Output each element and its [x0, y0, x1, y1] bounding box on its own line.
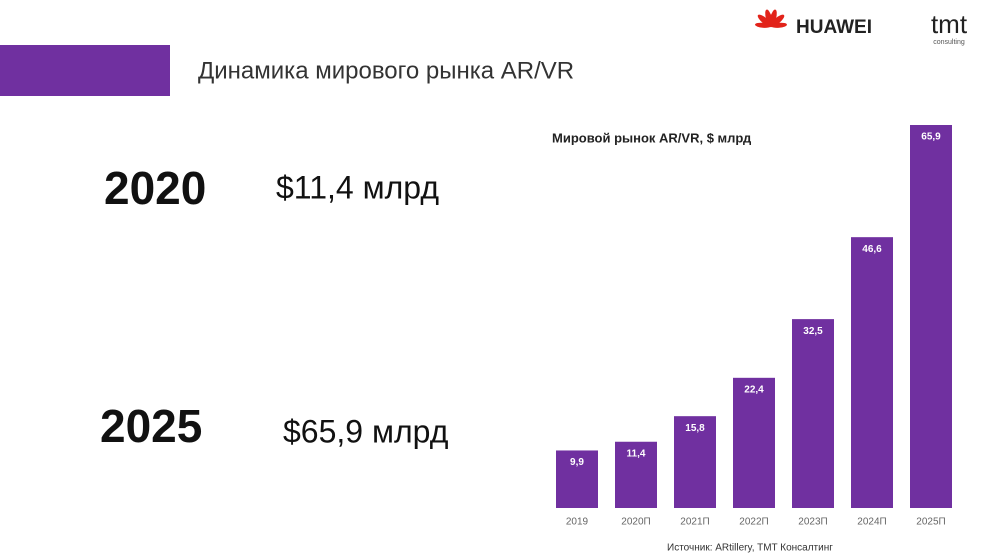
x-tick-label: 2025П	[916, 517, 945, 528]
x-tick-label: 2021П	[680, 517, 709, 528]
value-label: 15,8	[685, 423, 705, 434]
bars: 9,9 2019 11,4 2020П 15,8 2021П 22,4 2022П 32,5 20…	[556, 125, 952, 528]
slide-title: Динамика мирового рынка AR/VR	[198, 57, 574, 84]
x-tick-label: 2024П	[857, 517, 886, 528]
chart-title: Мировой рынок AR/VR, $ млрд	[552, 130, 752, 145]
logo-tmt: tmt	[931, 9, 968, 39]
x-tick-label: 2020П	[621, 517, 650, 528]
bar	[733, 377, 775, 508]
x-tick-label: 2019	[566, 517, 589, 528]
highlight-amount: $65,9 млрд	[283, 413, 449, 449]
highlight-year: 2025	[100, 400, 202, 452]
bar	[556, 450, 598, 508]
value-label: 32,5	[803, 326, 823, 337]
bar	[615, 441, 657, 508]
logo-huawei: HUAWEI	[796, 17, 872, 38]
bar	[910, 125, 952, 508]
value-label: 46,6	[862, 244, 882, 255]
highlight-year: 2020	[104, 162, 206, 214]
source: Источник: ARtillery, TMT Консалтинг	[667, 543, 833, 554]
bar	[792, 319, 834, 508]
x-tick-label: 2023П	[798, 517, 827, 528]
value-label: 9,9	[570, 457, 584, 468]
value-label: 22,4	[744, 384, 764, 395]
bar	[674, 416, 716, 508]
logo-tmt-sub: consulting	[933, 39, 965, 46]
bar	[851, 237, 893, 508]
huawei-icon	[755, 9, 787, 28]
title-band	[0, 45, 170, 96]
value-label: 65,9	[921, 132, 941, 143]
value-label: 11,4	[627, 448, 646, 459]
highlight-amount: $11,4 млрд	[276, 169, 439, 205]
x-tick-label: 2022П	[739, 517, 768, 528]
